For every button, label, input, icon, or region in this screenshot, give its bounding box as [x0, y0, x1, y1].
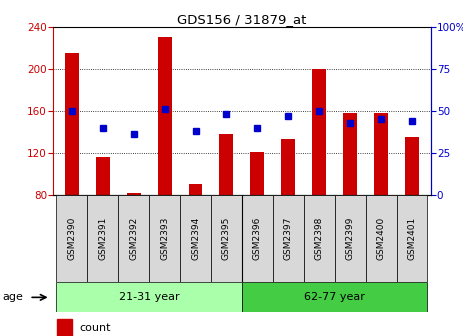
FancyBboxPatch shape — [397, 195, 427, 282]
Text: 62-77 year: 62-77 year — [304, 292, 365, 302]
FancyBboxPatch shape — [273, 195, 304, 282]
Bar — [374, 113, 388, 195]
FancyBboxPatch shape — [56, 282, 242, 312]
Text: GSM2394: GSM2394 — [191, 217, 200, 260]
Text: GSM2392: GSM2392 — [129, 217, 138, 260]
FancyBboxPatch shape — [211, 195, 242, 282]
Text: count: count — [80, 323, 111, 333]
Bar — [57, 319, 72, 336]
Title: GDS156 / 31879_at: GDS156 / 31879_at — [177, 13, 307, 26]
Text: GSM2390: GSM2390 — [67, 217, 76, 260]
Text: GSM2397: GSM2397 — [284, 217, 293, 260]
Bar — [219, 134, 233, 195]
Bar — [282, 139, 295, 195]
FancyBboxPatch shape — [366, 195, 397, 282]
Bar — [250, 152, 264, 195]
FancyBboxPatch shape — [242, 195, 273, 282]
FancyBboxPatch shape — [180, 195, 211, 282]
FancyBboxPatch shape — [87, 195, 118, 282]
Bar — [188, 184, 202, 195]
Bar — [127, 193, 141, 195]
Bar — [405, 137, 419, 195]
Text: age: age — [3, 292, 24, 302]
Text: GSM2400: GSM2400 — [376, 217, 386, 260]
Text: GSM2399: GSM2399 — [346, 217, 355, 260]
FancyBboxPatch shape — [242, 282, 427, 312]
Text: GSM2398: GSM2398 — [315, 217, 324, 260]
FancyBboxPatch shape — [118, 195, 149, 282]
Text: 21-31 year: 21-31 year — [119, 292, 180, 302]
FancyBboxPatch shape — [335, 195, 366, 282]
Bar — [157, 37, 172, 195]
Text: GSM2401: GSM2401 — [407, 217, 417, 260]
Text: GSM2396: GSM2396 — [253, 217, 262, 260]
Text: GSM2395: GSM2395 — [222, 217, 231, 260]
FancyBboxPatch shape — [149, 195, 180, 282]
Bar — [65, 53, 79, 195]
FancyBboxPatch shape — [56, 195, 87, 282]
Text: GSM2393: GSM2393 — [160, 217, 169, 260]
Text: GSM2391: GSM2391 — [98, 217, 107, 260]
Bar — [96, 157, 110, 195]
Bar — [312, 69, 326, 195]
FancyBboxPatch shape — [304, 195, 335, 282]
Bar — [343, 113, 357, 195]
